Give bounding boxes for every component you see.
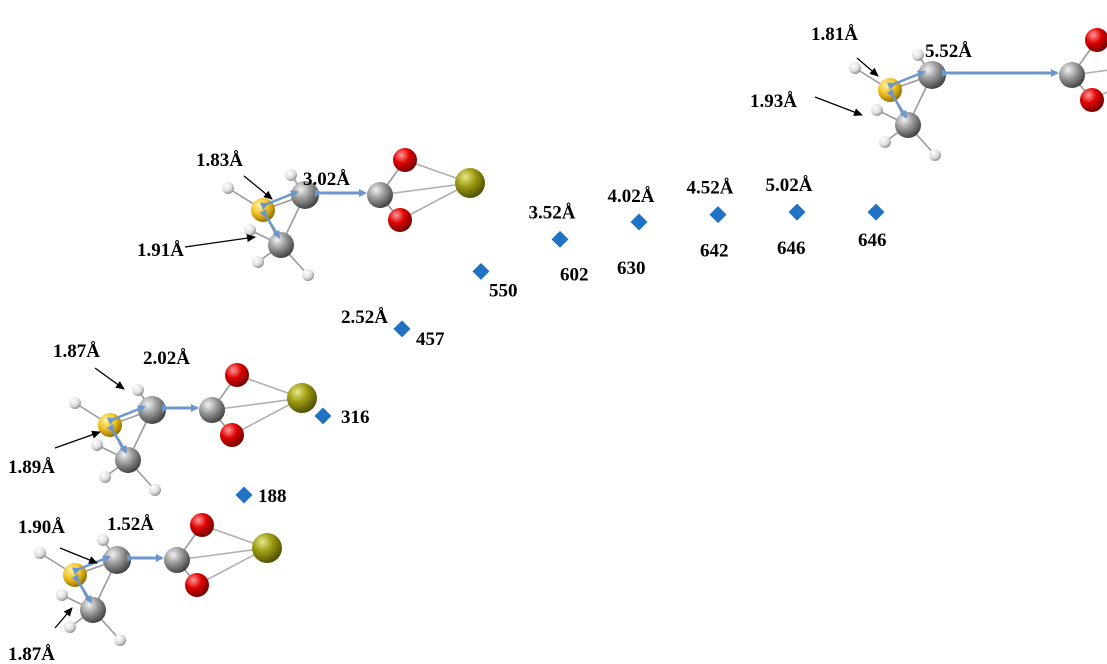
hydrogen-atom (879, 136, 891, 148)
pointer-arrow (184, 234, 256, 248)
data-value-label: 602 (560, 264, 589, 285)
bond-length-label: 1.81Å (811, 24, 858, 45)
hydrogen-atom (929, 149, 941, 161)
ring-distance-arrow (106, 423, 128, 454)
data-point-marker (551, 230, 569, 248)
bond-length-label: 1.87Å (8, 644, 55, 664)
hydrogen-atom (64, 621, 76, 633)
ring-distance-arrow (886, 70, 926, 90)
data-point-marker (314, 407, 332, 425)
hydrogen-atom (849, 62, 861, 74)
oxygen-atom (225, 363, 249, 387)
bond (1091, 91, 1107, 101)
distance-label: 4.52Å (687, 178, 734, 199)
data-value-label: 642 (700, 241, 729, 262)
data-point-marker (867, 203, 885, 221)
distance-label: 2.52Å (341, 307, 388, 328)
hydrogen-atom (302, 269, 314, 281)
data-value-label: 316 (341, 407, 370, 428)
carbon-atom (199, 397, 225, 423)
bond-length-label: 1.87Å (53, 341, 100, 362)
bond (1071, 69, 1107, 76)
ring-distance-arrow (71, 573, 93, 604)
carbon-atom (103, 546, 131, 574)
separation-label: 5.52Å (925, 41, 972, 62)
hydrogen-atom (244, 224, 256, 236)
bond-length-label: 1.89Å (8, 457, 55, 478)
pointer-arrow (814, 96, 863, 116)
data-point-marker (235, 486, 253, 504)
bond-length-label: 1.83Å (196, 150, 243, 171)
hydrogen-atom (132, 384, 144, 396)
oxygen-atom (1085, 28, 1107, 52)
data-value-label: 550 (489, 280, 518, 301)
separation-label: 3.02Å (303, 169, 350, 190)
carbon-atom (1059, 62, 1085, 88)
ring-distance-arrow (106, 405, 146, 425)
data-value-label: 457 (416, 329, 445, 350)
oxygen-atom (388, 208, 412, 232)
hydrogen-atom (69, 397, 81, 409)
hydrogen-atom (871, 104, 883, 116)
data-point-marker (630, 213, 648, 231)
hydrogen-atom (97, 534, 109, 546)
hydrogen-atom (222, 182, 234, 194)
sulfur-atom (287, 383, 317, 413)
hydrogen-atom (56, 589, 68, 601)
hydrogen-atom (912, 49, 924, 61)
carbon-atom (895, 112, 921, 138)
data-point-marker (709, 206, 727, 224)
sulfur-atom (252, 533, 282, 563)
hydrogen-atom (34, 547, 46, 559)
pointer-arrow (243, 175, 273, 200)
carbon-atom (138, 396, 166, 424)
distance-label: 5.02Å (766, 175, 813, 196)
ring-distance-arrow (259, 190, 299, 210)
pointer-arrow (54, 430, 101, 449)
hydrogen-atom (91, 439, 103, 451)
carbon-atom (918, 61, 946, 89)
data-value-label: 630 (617, 258, 646, 279)
carbon-atom (80, 597, 106, 623)
hydrogen-atom (114, 634, 126, 646)
bond-length-label: 1.90Å (18, 517, 65, 538)
data-point-marker (393, 320, 411, 338)
ring-distance-arrow (886, 88, 908, 119)
data-value-label: 646 (777, 238, 806, 259)
bond (379, 182, 471, 196)
hydrogen-atom (252, 256, 264, 268)
data-value-label: 646 (858, 230, 887, 251)
oxygen-atom (393, 148, 417, 172)
hydrogen-atom (285, 169, 297, 181)
hydrogen-atom (149, 484, 161, 496)
carbon-atom (164, 547, 190, 573)
hydrogen-atom (99, 471, 111, 483)
carbon-atom (268, 232, 294, 258)
carbon-atom (115, 447, 141, 473)
pointer-arrow (94, 367, 125, 390)
oxygen-atom (190, 513, 214, 537)
pointer-arrow (856, 57, 879, 77)
distance-label: 3.52Å (529, 202, 576, 223)
distance-label: 4.02Å (608, 186, 655, 207)
bond-length-label: 1.91Å (137, 240, 184, 261)
data-point-marker (472, 262, 490, 280)
oxygen-atom (1080, 88, 1104, 112)
ring-distance-arrow (259, 208, 281, 239)
oxygen-atom (185, 573, 209, 597)
data-value-label: 188 (258, 486, 287, 507)
data-point-marker (788, 203, 806, 221)
bond (176, 547, 268, 561)
pointer-arrow (54, 607, 73, 629)
bond-length-label: 1.93Å (750, 91, 797, 112)
carbon-atom (367, 182, 393, 208)
separation-label: 1.52Å (107, 514, 154, 535)
pointer-arrow (59, 547, 98, 564)
sulfur-atom (455, 168, 485, 198)
separation-label: 2.02Å (143, 348, 190, 369)
bond (211, 397, 303, 411)
oxygen-atom (220, 423, 244, 447)
